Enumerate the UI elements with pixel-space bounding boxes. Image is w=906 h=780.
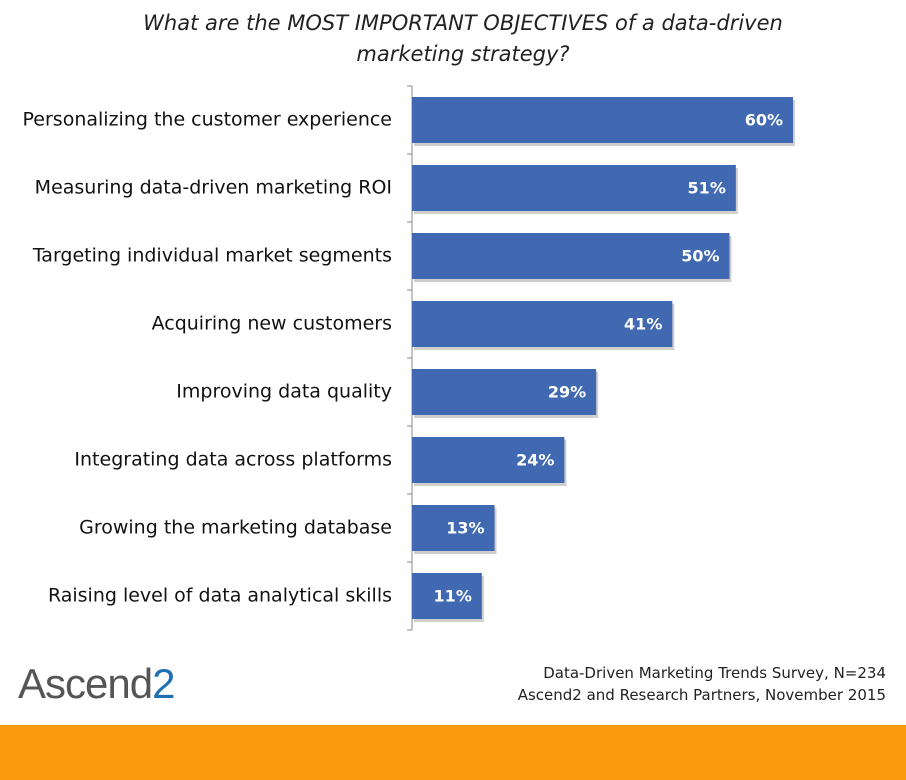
source-line: Ascend2 and Research Partners, November … — [517, 686, 886, 704]
value-label: 11% — [434, 587, 472, 606]
value-label: 50% — [681, 247, 719, 266]
bar — [412, 437, 565, 483]
value-label: 13% — [446, 519, 484, 538]
category-label: Acquiring new customers — [152, 313, 392, 335]
logo: Ascend2 — [18, 660, 175, 708]
category-label: Integrating data across platforms — [74, 449, 392, 471]
value-label: 51% — [688, 179, 726, 198]
category-label: Raising level of data analytical skills — [48, 585, 392, 607]
category-label: Measuring data-driven marketing ROI — [35, 177, 392, 199]
value-label: 29% — [548, 383, 586, 402]
category-label: Personalizing the customer experience — [23, 109, 392, 131]
bar — [412, 233, 730, 279]
bar — [412, 165, 736, 211]
category-label: Targeting individual market segments — [32, 245, 392, 267]
value-label: 24% — [516, 451, 554, 470]
bar — [412, 505, 495, 551]
bar — [412, 301, 673, 347]
footer-band — [0, 725, 906, 780]
category-label: Growing the marketing database — [79, 517, 392, 539]
bar — [412, 369, 597, 415]
logo-text: Ascend — [18, 660, 153, 707]
chart: 60% Personalizing the customer experience… — [23, 85, 795, 631]
bar — [412, 97, 793, 143]
source: Data-Driven Marketing Trends Survey, N=2… — [518, 662, 886, 706]
logo-suffix: 2 — [152, 660, 175, 707]
value-label: 41% — [624, 315, 662, 334]
value-label: 60% — [745, 111, 783, 130]
chart-title: What are the MOST IMPORTANT OBJECTIVES o… — [143, 11, 783, 66]
bar — [412, 573, 482, 619]
category-label: Improving data quality — [176, 381, 392, 403]
source-line: Data-Driven Marketing Trends Survey, N=2… — [543, 664, 886, 682]
